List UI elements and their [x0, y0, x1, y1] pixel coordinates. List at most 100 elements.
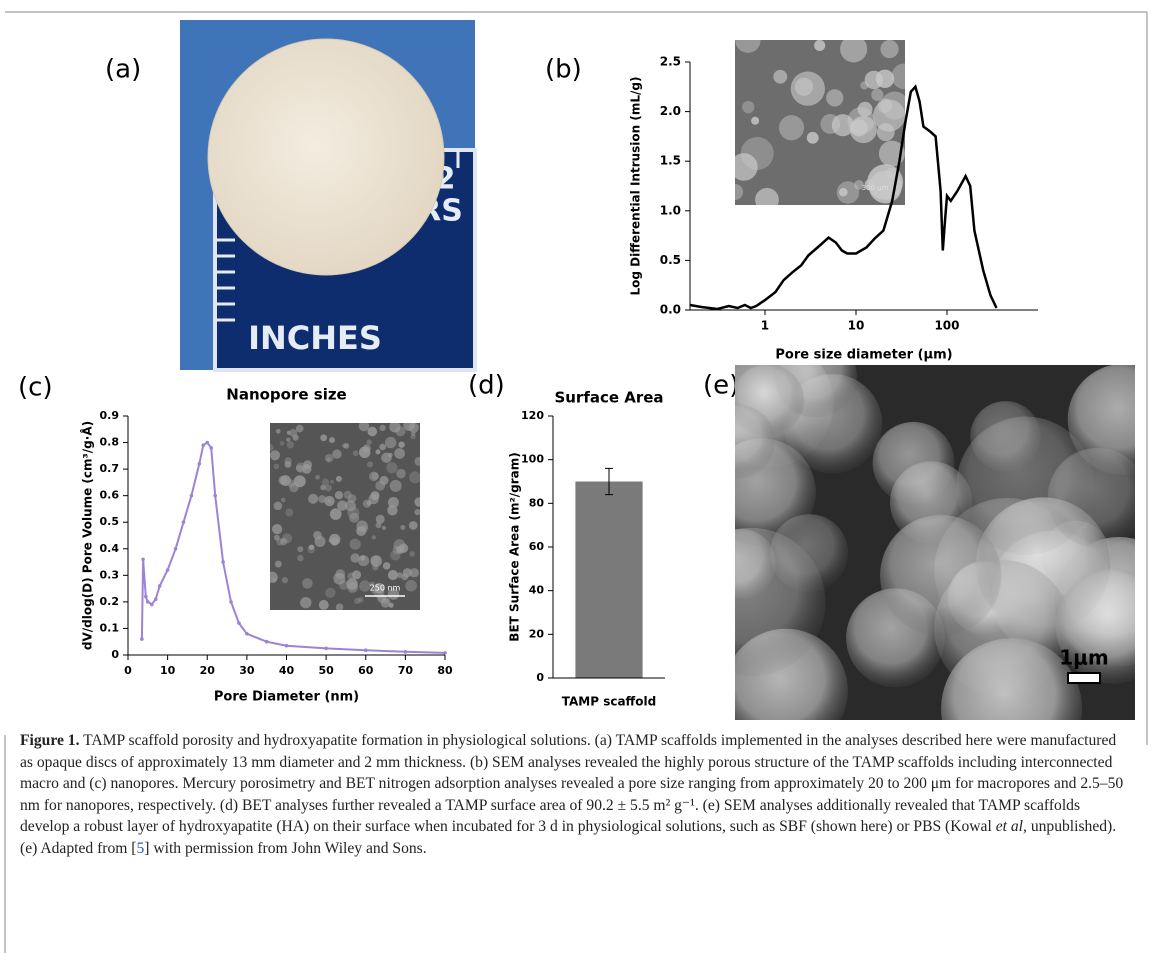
texture: [333, 573, 345, 585]
texture: [330, 480, 334, 484]
texture: [280, 441, 285, 446]
y-tick-label: 0.3: [100, 568, 120, 581]
texture: [332, 449, 341, 458]
y-tick-label: 1.0: [660, 203, 681, 217]
texture: [367, 427, 377, 437]
texture: [286, 437, 290, 441]
scale-label: 1μm: [1059, 646, 1108, 670]
texture: [359, 421, 369, 431]
texture: [880, 40, 898, 58]
texture: [308, 494, 318, 504]
texture: [285, 508, 293, 516]
y-tick-label: 2.0: [660, 104, 681, 118]
y-tick-label: 100: [521, 453, 544, 466]
panel-label: (d): [468, 371, 505, 401]
texture: [274, 464, 280, 470]
x-tick-label: TAMP scaffold: [562, 695, 656, 709]
texture: [382, 526, 386, 530]
texture: [385, 437, 396, 448]
texture: [677, 528, 825, 676]
x-tick-label: 100: [934, 319, 959, 333]
texture: [839, 188, 848, 197]
texture: [325, 588, 335, 598]
page: (a) (b) (c) (d) (e) 2 TERS INCHES 300 μm…: [0, 0, 1153, 953]
texture: [892, 63, 918, 89]
texture: [363, 499, 371, 507]
data-point: [154, 597, 158, 601]
data-point: [213, 494, 217, 498]
y-tick-label: 60: [529, 540, 545, 553]
chart-title: Nanopore size: [226, 386, 346, 404]
texture: [328, 538, 332, 542]
texture: [335, 491, 343, 499]
x-tick-label: 80: [437, 664, 453, 677]
x-tick-label: 70: [398, 664, 414, 677]
y-tick-label: 0.5: [100, 515, 120, 528]
texture: [270, 450, 280, 460]
data-point: [443, 651, 447, 655]
texture: [381, 452, 391, 462]
data-point: [182, 520, 186, 524]
data-point: [285, 644, 289, 648]
texture: [371, 556, 380, 565]
texture: [282, 577, 288, 583]
texture: [779, 115, 804, 140]
caption: Figure 1. TAMP scaffold porosity and hyd…: [20, 730, 1132, 859]
texture: [860, 81, 868, 89]
texture: [388, 570, 398, 580]
texture: [807, 132, 819, 144]
data-point: [158, 584, 162, 588]
x-tick-label: 10: [848, 319, 865, 333]
x-axis-label: Pore size diameter (μm): [775, 348, 952, 363]
texture: [751, 117, 759, 125]
texture: [276, 429, 281, 434]
panel-label: (b): [545, 55, 582, 85]
x-tick-label: 0: [124, 664, 132, 677]
texture: [336, 476, 342, 482]
panel-label: (a): [105, 55, 141, 85]
texture: [353, 450, 359, 456]
y-axis-label: BET Surface Area (m²/gram): [508, 452, 522, 641]
y-tick-label: 20: [529, 627, 545, 640]
texture: [376, 515, 385, 524]
texture: [387, 505, 397, 515]
texture: [380, 476, 389, 485]
data-point: [404, 650, 408, 654]
texture: [840, 35, 867, 62]
texture: [409, 521, 418, 530]
y-tick-label: 1.5: [660, 154, 681, 168]
texture: [297, 555, 303, 561]
data-point: [166, 568, 170, 572]
texture: [400, 525, 405, 530]
x-tick-label: 50: [318, 664, 334, 677]
texture: [814, 40, 825, 51]
y-tick-label: 0.9: [100, 409, 120, 422]
texture: [281, 498, 286, 503]
texture: [372, 535, 376, 539]
texture: [327, 458, 331, 462]
y-tick-label: 0.5: [660, 253, 681, 267]
sem-inset: 300 μm: [727, 28, 917, 212]
texture: [309, 544, 314, 549]
y-tick-label: 40: [529, 584, 545, 597]
texture: [877, 123, 895, 141]
texture: [267, 572, 278, 583]
texture: [396, 469, 405, 478]
texture: [394, 448, 405, 459]
sem-image: 1μm: [677, 335, 1153, 779]
x-tick-label: 30: [239, 664, 255, 677]
texture: [414, 457, 423, 466]
texture: [287, 441, 294, 448]
data-point: [150, 603, 154, 607]
texture: [320, 434, 327, 441]
data-point: [237, 621, 241, 625]
y-tick-label: 80: [529, 496, 545, 509]
texture: [390, 550, 400, 560]
texture: [956, 417, 1094, 555]
texture: [348, 494, 357, 503]
texture: [826, 89, 843, 106]
texture: [346, 578, 357, 589]
y-tick-label: 120: [521, 409, 544, 422]
texture: [354, 598, 360, 604]
texture: [375, 449, 380, 454]
